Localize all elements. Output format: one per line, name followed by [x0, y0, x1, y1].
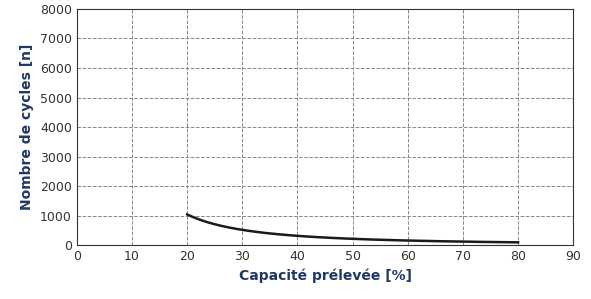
Y-axis label: Nombre de cycles [n]: Nombre de cycles [n]	[21, 44, 34, 210]
X-axis label: Capacité prélevée [%]: Capacité prélevée [%]	[239, 269, 411, 283]
